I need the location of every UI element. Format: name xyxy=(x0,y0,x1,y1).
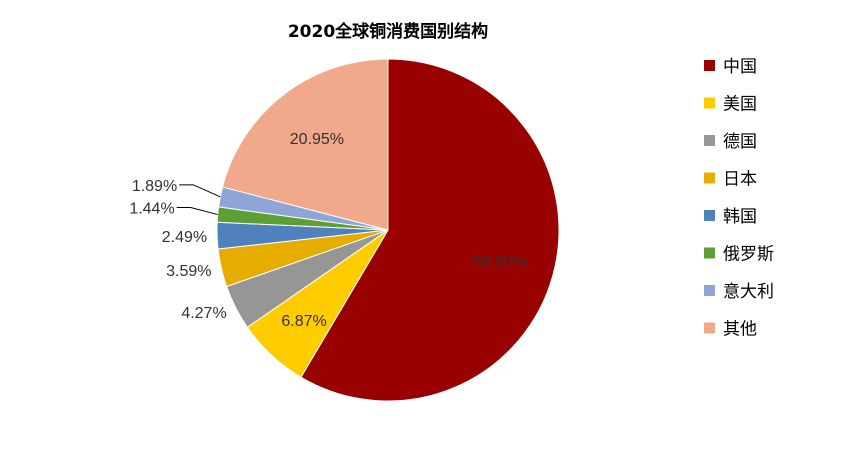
data-label-5: 1.44% xyxy=(129,201,174,218)
data-labels: 58.50% 6.87% 4.27% 3.59% 2.49% 1.44% 1.89% 20.9… xyxy=(129,131,527,330)
legend-label-1: 美国 xyxy=(723,95,757,115)
data-label-1: 6.87% xyxy=(281,313,326,330)
legend-swatch-3 xyxy=(704,172,715,184)
pie-slices xyxy=(216,58,560,402)
leader-lines xyxy=(176,184,221,216)
legend-label-4: 韩国 xyxy=(723,207,757,227)
data-label-6: 1.89% xyxy=(132,178,177,195)
chart-title: 2020全球铜消费国别结构 xyxy=(288,21,488,42)
legend-label-5: 俄罗斯 xyxy=(723,245,774,265)
legend-label-3: 日本 xyxy=(723,170,757,190)
legend-swatch-1 xyxy=(704,97,715,109)
leader-line-5 xyxy=(176,207,218,216)
legend-label-7: 其他 xyxy=(723,320,757,340)
data-label-0: 58.50% xyxy=(473,254,527,271)
legend-swatch-4 xyxy=(704,210,715,221)
leader-line-6 xyxy=(179,184,221,198)
data-label-3: 3.59% xyxy=(166,263,211,280)
legend-label-6: 意大利 xyxy=(723,282,774,302)
pie-slice-0 xyxy=(300,58,560,402)
legend-swatch-7 xyxy=(704,322,715,334)
data-label-2: 4.27% xyxy=(181,305,226,322)
pie-slice-7 xyxy=(221,58,389,231)
legend-swatch-2 xyxy=(704,135,715,146)
legend-swatch-6 xyxy=(704,285,715,296)
data-label-7: 20.95% xyxy=(290,131,344,148)
legend-swatch-0 xyxy=(704,60,715,71)
legend-swatch-5 xyxy=(704,247,715,259)
data-label-4: 2.49% xyxy=(162,229,207,246)
legend-label-0: 中国 xyxy=(723,57,757,77)
legend-label-2: 德国 xyxy=(723,132,757,152)
